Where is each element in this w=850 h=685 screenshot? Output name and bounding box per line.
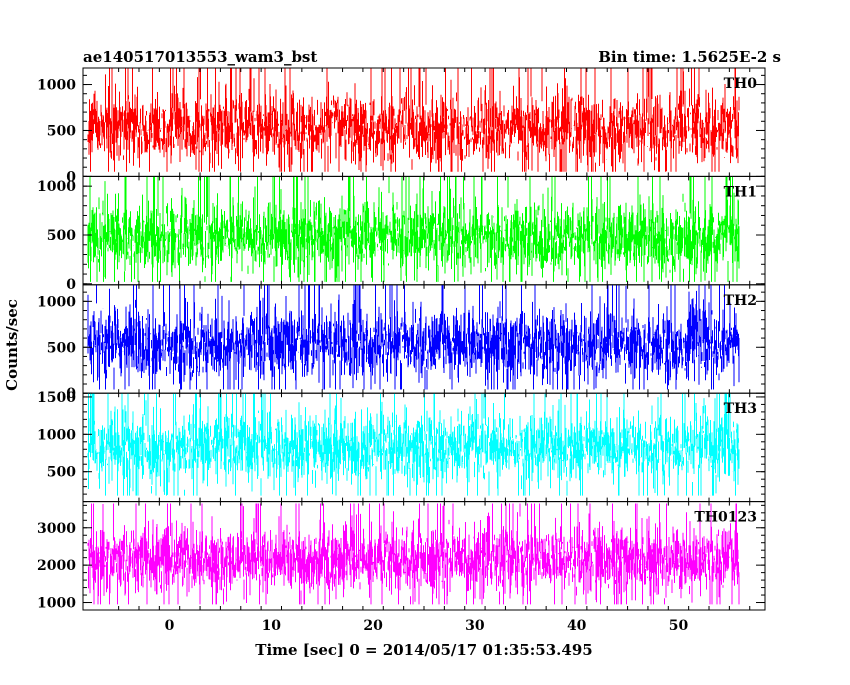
panel-th0123: 1000 2000 3000 TH0123 bbox=[37, 501, 766, 612]
x-tick-label: 0 bbox=[165, 618, 175, 634]
y-tick-label: 1500 bbox=[37, 390, 76, 406]
y-tick-label: 0 bbox=[66, 169, 76, 185]
series-th0123 bbox=[87, 503, 740, 605]
y-tick-label: 500 bbox=[47, 465, 76, 481]
x-axis: 0 10 20 30 40 50 bbox=[165, 618, 689, 634]
series-th0 bbox=[87, 68, 740, 172]
x-tick-label: 40 bbox=[567, 618, 587, 634]
chart-title-right: Bin time: 1.5625E-2 s bbox=[598, 48, 781, 66]
x-axis-title: Time [sec] 0 = 2014/05/17 01:35:53.495 bbox=[255, 641, 592, 659]
panel-label-th0123: TH0123 bbox=[694, 510, 757, 526]
series-th3 bbox=[87, 393, 740, 496]
y-tick-label: 500 bbox=[47, 228, 76, 244]
panel-label-th2: TH2 bbox=[724, 293, 757, 309]
x-tick-label: 20 bbox=[363, 618, 383, 634]
x-tick-label: 30 bbox=[465, 618, 485, 634]
y-tick-label: 0 bbox=[66, 277, 76, 293]
y-tick-label: 1000 bbox=[37, 179, 76, 195]
panel-label-th3: TH3 bbox=[724, 401, 757, 417]
y-tick-label: 2000 bbox=[37, 558, 76, 574]
y-tick-label: 0 bbox=[66, 386, 76, 402]
panels-group: 0 500 1000 TH0 0 500 1000 TH1 0 500 1000 TH2 500 1000… bbox=[37, 67, 766, 612]
series-th1 bbox=[87, 176, 740, 282]
y-axis-title: Counts/sec bbox=[3, 299, 21, 391]
chart-title-left: ae140517013553_wam3_bst bbox=[83, 48, 317, 66]
y-tick-label: 1000 bbox=[37, 294, 76, 310]
y-tick-label: 3000 bbox=[37, 521, 76, 537]
y-tick-label: 1000 bbox=[37, 78, 76, 94]
series-th2 bbox=[87, 284, 740, 390]
y-tick-label: 1000 bbox=[37, 596, 76, 612]
panel-label-th0: TH0 bbox=[724, 76, 758, 92]
y-tick-label: 500 bbox=[47, 340, 76, 356]
panel-th0: 0 500 1000 TH0 bbox=[37, 67, 766, 185]
panel-th2: 0 500 1000 TH2 bbox=[37, 284, 766, 402]
panel-th1: 0 500 1000 TH1 bbox=[37, 175, 766, 293]
y-tick-label: 1000 bbox=[37, 427, 76, 443]
x-tick-label: 50 bbox=[669, 618, 689, 634]
x-tick-label: 10 bbox=[262, 618, 282, 634]
panel-label-th1: TH1 bbox=[724, 184, 757, 200]
panel-th3: 500 1000 1500 TH3 bbox=[37, 390, 766, 503]
y-tick-label: 500 bbox=[47, 123, 76, 139]
